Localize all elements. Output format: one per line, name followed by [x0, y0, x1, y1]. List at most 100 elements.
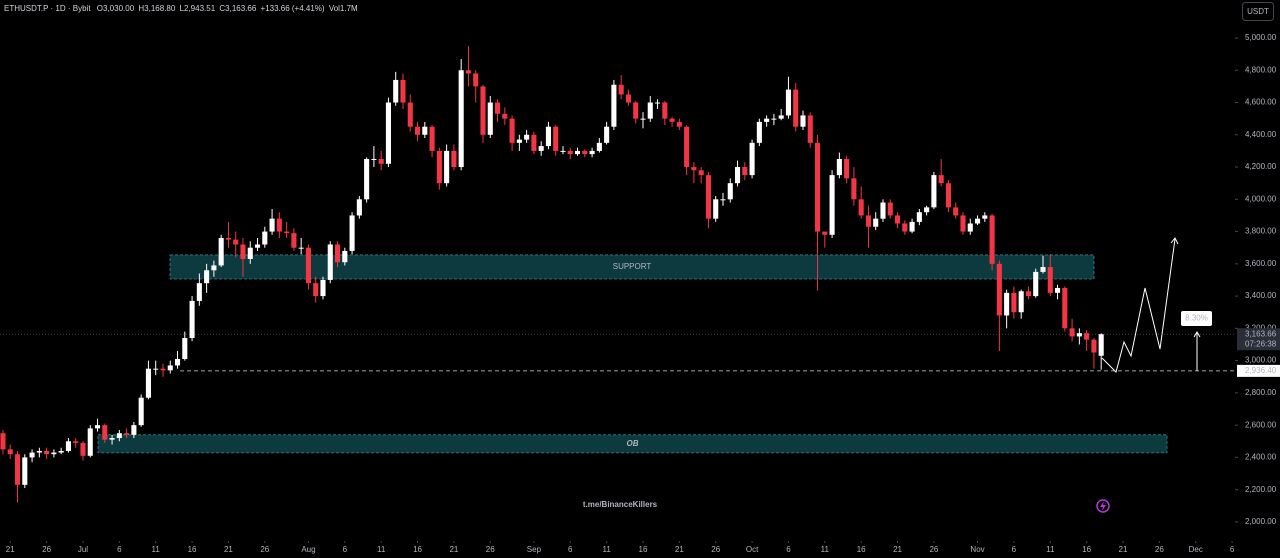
low: L2,943.51 [180, 4, 216, 13]
zone-label: OB [627, 439, 639, 448]
x-tick-label: 26 [1155, 545, 1164, 554]
alert-bolt [1100, 501, 1106, 511]
candle-body [305, 247, 311, 284]
candle-body [407, 102, 413, 127]
candle-body [51, 452, 57, 455]
candle-body [1062, 288, 1068, 329]
candle-body [873, 218, 879, 227]
candle-body [73, 441, 79, 443]
watermark: t.me/BinanceKillers [583, 500, 658, 509]
y-tick-label: 2,200.00 [1245, 485, 1277, 494]
x-tick-label: 21 [893, 545, 902, 554]
x-tick-label: 11 [821, 545, 830, 554]
candle-body [560, 150, 566, 152]
candle-body [574, 150, 581, 155]
candle-body [182, 338, 188, 360]
candle-body [793, 89, 799, 127]
x-tick-label: 6 [1012, 545, 1017, 554]
candle-body [225, 238, 231, 240]
symbol: ETHUSDT.P · 1D · Bybit [4, 4, 91, 13]
candle-body [524, 134, 530, 140]
candle-body [553, 126, 559, 151]
x-tick-label: 26 [711, 545, 720, 554]
candle-body [313, 283, 319, 297]
x-tick-label: 6 [343, 545, 348, 554]
candle-body [807, 115, 813, 143]
x-tick-label: 16 [1082, 545, 1091, 554]
candle-body [1004, 292, 1010, 316]
x-tick-label: 11 [602, 545, 611, 554]
x-tick-label: 6 [568, 545, 573, 554]
candle-body [131, 425, 137, 435]
candle-body [204, 270, 210, 284]
candle-body [189, 300, 195, 339]
candle-body [298, 247, 304, 249]
candle-body [94, 425, 101, 429]
candle-body [145, 368, 151, 398]
candle-body [662, 102, 668, 119]
candle-body [371, 158, 377, 160]
candle-body [109, 438, 115, 440]
x-tick-label: 21 [675, 545, 684, 554]
candle-body [764, 118, 770, 122]
x-tick-label: 11 [1046, 545, 1055, 554]
y-tick-label: 2,000.00 [1245, 517, 1277, 526]
candle-body [342, 250, 348, 263]
y-tick-label: 4,000.00 [1245, 194, 1277, 203]
y-tick-label: 2,600.00 [1245, 420, 1277, 429]
candle-body [487, 102, 493, 135]
candle-body [1040, 267, 1046, 272]
candle-body [284, 231, 290, 234]
candle-body [778, 115, 784, 119]
candle-body [494, 102, 501, 114]
x-tick-label: Sep [527, 545, 542, 554]
candle-body [276, 218, 282, 232]
candle-body [400, 79, 406, 103]
candle-body [160, 368, 166, 371]
candle-body [960, 215, 966, 232]
candle-body [604, 126, 610, 143]
candle-body [880, 202, 886, 219]
candle-body [887, 202, 893, 216]
candle-body [931, 175, 937, 208]
candle-body [458, 70, 464, 168]
open: O3,030.00 [97, 4, 135, 13]
candle-body [211, 265, 217, 271]
y-tick-label: 3,200.00 [1245, 323, 1277, 332]
last-price-badge [1237, 328, 1280, 351]
y-tick-label: 3,800.00 [1245, 227, 1277, 236]
candle-body [611, 84, 617, 127]
candle-body [996, 263, 1002, 316]
candle-body [618, 84, 624, 95]
candle-body [436, 150, 442, 184]
candle-body [691, 167, 697, 171]
x-tick-label: 21 [1119, 545, 1128, 554]
currency[interactable]: USDT [1247, 7, 1269, 16]
candle-body [865, 215, 871, 227]
candle-body [429, 126, 435, 151]
projection-path [1101, 238, 1176, 373]
candle-body [1033, 271, 1039, 297]
candle-body [320, 279, 326, 297]
zone [97, 434, 1168, 454]
candle-body [218, 238, 224, 266]
candle-body [138, 397, 144, 426]
candle-body [473, 73, 479, 87]
currency-button[interactable] [1242, 2, 1274, 21]
candle-body [938, 175, 944, 184]
candle-body [349, 215, 355, 251]
candle-body [749, 142, 755, 176]
countdown: 07:26:38 [1245, 339, 1277, 348]
candle-body [844, 158, 850, 179]
alert-icon[interactable] [1096, 499, 1110, 513]
y-tick-label: 2,800.00 [1245, 388, 1277, 397]
candle-body [567, 150, 573, 155]
candle-body [829, 175, 835, 235]
candle-body [29, 452, 35, 458]
x-tick-label: Aug [301, 545, 315, 554]
candle-body [727, 183, 733, 200]
candle-body [480, 86, 486, 135]
candle-body [705, 175, 711, 219]
candle-body [720, 199, 726, 201]
